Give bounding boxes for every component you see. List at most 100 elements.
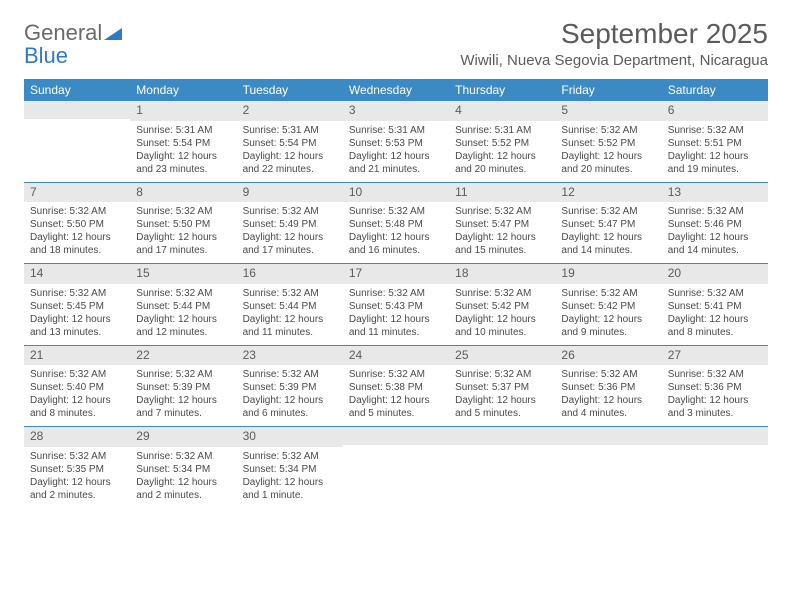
- day-number: 10: [343, 183, 449, 203]
- day-number: 27: [662, 346, 768, 366]
- dow-wed: Wednesday: [343, 79, 449, 101]
- sunset-text: Sunset: 5:53 PM: [349, 137, 443, 150]
- day-number: 6: [662, 101, 768, 121]
- day-number: 19: [555, 264, 661, 284]
- daylight-text: Daylight: 12 hours and 1 minute.: [243, 476, 337, 502]
- day-cell: 16Sunrise: 5:32 AMSunset: 5:44 PMDayligh…: [237, 264, 343, 345]
- day-number: 30: [237, 427, 343, 447]
- sunrise-text: Sunrise: 5:31 AM: [243, 124, 337, 137]
- location: Wiwili, Nueva Segovia Department, Nicara…: [460, 52, 768, 69]
- day-number: 28: [24, 427, 130, 447]
- sunset-text: Sunset: 5:43 PM: [349, 300, 443, 313]
- daylight-text: Daylight: 12 hours and 15 minutes.: [455, 231, 549, 257]
- day-number: [24, 101, 130, 119]
- day-number: 14: [24, 264, 130, 284]
- daylight-text: Daylight: 12 hours and 11 minutes.: [243, 313, 337, 339]
- day-cell: [555, 427, 661, 508]
- daylight-text: Daylight: 12 hours and 8 minutes.: [668, 313, 762, 339]
- day-cell: 24Sunrise: 5:32 AMSunset: 5:38 PMDayligh…: [343, 346, 449, 427]
- sunrise-text: Sunrise: 5:32 AM: [243, 450, 337, 463]
- day-number: 11: [449, 183, 555, 203]
- daylight-text: Daylight: 12 hours and 7 minutes.: [136, 394, 230, 420]
- daylight-text: Daylight: 12 hours and 9 minutes.: [561, 313, 655, 339]
- day-cell: [343, 427, 449, 508]
- day-number: 22: [130, 346, 236, 366]
- daylight-text: Daylight: 12 hours and 12 minutes.: [136, 313, 230, 339]
- day-cell: 14 Sunrise: 5:32 AMSunset: 5:45 PMDayligh…: [24, 264, 130, 345]
- sunset-text: Sunset: 5:47 PM: [455, 218, 549, 231]
- week-row: 14Sunrise: 5:32 AMSunset: 5:45 PMDayligh…: [24, 264, 768, 346]
- day-cell: 28Sunrise: 5:32 AMSunset: 5:35 PMDayligh…: [24, 427, 130, 508]
- day-cell: 26Sunrise: 5:32 AMSunset: 5:36 PMDayligh…: [555, 346, 661, 427]
- day-cell: 9Sunrise: 5:32 AMSunset: 5:49 PMDaylight…: [237, 183, 343, 264]
- day-cell: 20Sunrise: 5:32 AMSunset: 5:41 PMDayligh…: [662, 264, 768, 345]
- sunrise-text: Sunrise: 5:32 AM: [136, 368, 230, 381]
- sunrise-text: Sunrise: 5:31 AM: [136, 124, 230, 137]
- sunrise-text: Sunrise: 5:31 AM: [349, 124, 443, 137]
- dow-tue: Tuesday: [237, 79, 343, 101]
- day-cell: 11 Sunrise: 5:32 AMSunset: 5:47 PMDayligh…: [449, 183, 555, 264]
- day-number: 12: [555, 183, 661, 203]
- sunset-text: Sunset: 5:37 PM: [455, 381, 549, 394]
- day-number: 13: [662, 183, 768, 203]
- dow-thu: Thursday: [449, 79, 555, 101]
- dow-mon: Monday: [130, 79, 236, 101]
- dow-sat: Saturday: [662, 79, 768, 101]
- day-cell: 4Sunrise: 5:31 AMSunset: 5:52 PMDaylight…: [449, 101, 555, 182]
- day-cell: 5Sunrise: 5:32 AMSunset: 5:52 PMDaylight…: [555, 101, 661, 182]
- week-row: 7Sunrise: 5:32 AMSunset: 5:50 PMDaylight…: [24, 183, 768, 265]
- day-cell: 12Sunrise: 5:32 AMSunset: 5:47 PMDayligh…: [555, 183, 661, 264]
- daylight-text: Daylight: 12 hours and 13 minutes.: [30, 313, 124, 339]
- daylight-text: Daylight: 12 hours and 3 minutes.: [668, 394, 762, 420]
- daylight-text: Daylight: 12 hours and 18 minutes.: [30, 231, 124, 257]
- day-cell: 25Sunrise: 5:32 AMSunset: 5:37 PMDayligh…: [449, 346, 555, 427]
- sunset-text: Sunset: 5:36 PM: [561, 381, 655, 394]
- daylight-text: Daylight: 12 hours and 14 minutes.: [668, 231, 762, 257]
- day-number: 1: [130, 101, 236, 121]
- daylight-text: Daylight: 12 hours and 2 minutes.: [30, 476, 124, 502]
- sunset-text: Sunset: 5:40 PM: [30, 381, 124, 394]
- sunrise-text: Sunrise: 5:32 AM: [561, 287, 655, 300]
- sunrise-text: Sunrise: 5:32 AM: [349, 287, 443, 300]
- sunset-text: Sunset: 5:42 PM: [561, 300, 655, 313]
- sunset-text: Sunset: 5:41 PM: [668, 300, 762, 313]
- sunset-text: Sunset: 5:52 PM: [455, 137, 549, 150]
- sunrise-text: Sunrise: 5:32 AM: [668, 368, 762, 381]
- daylight-text: Daylight: 12 hours and 6 minutes.: [243, 394, 337, 420]
- week-row: 1Sunrise: 5:31 AMSunset: 5:54 PMDaylight…: [24, 101, 768, 183]
- sunrise-text: Sunrise: 5:32 AM: [455, 205, 549, 218]
- day-number: 16: [237, 264, 343, 284]
- sunrise-text: Sunrise: 5:32 AM: [561, 368, 655, 381]
- day-number: 17: [343, 264, 449, 284]
- sunrise-text: Sunrise: 5:32 AM: [455, 287, 549, 300]
- daylight-text: Daylight: 12 hours and 11 minutes.: [349, 313, 443, 339]
- day-cell: 1Sunrise: 5:31 AMSunset: 5:54 PMDaylight…: [130, 101, 236, 182]
- day-number: [449, 427, 555, 445]
- day-cell: 7Sunrise: 5:32 AMSunset: 5:50 PMDaylight…: [24, 183, 130, 264]
- day-number: 18: [449, 264, 555, 284]
- sunrise-text: Sunrise: 5:32 AM: [349, 368, 443, 381]
- day-cell: 18Sunrise: 5:32 AMSunset: 5:42 PMDayligh…: [449, 264, 555, 345]
- day-cell: 6Sunrise: 5:32 AMSunset: 5:51 PMDaylight…: [662, 101, 768, 182]
- sunset-text: Sunset: 5:34 PM: [243, 463, 337, 476]
- daylight-text: Daylight: 12 hours and 4 minutes.: [561, 394, 655, 420]
- daylight-text: Daylight: 12 hours and 23 minutes.: [136, 150, 230, 176]
- daylight-text: Daylight: 12 hours and 5 minutes.: [455, 394, 549, 420]
- sunrise-text: Sunrise: 5:32 AM: [30, 287, 124, 300]
- day-cell: 8Sunrise: 5:32 AMSunset: 5:50 PMDaylight…: [130, 183, 236, 264]
- sunset-text: Sunset: 5:50 PM: [136, 218, 230, 231]
- sunset-text: Sunset: 5:42 PM: [455, 300, 549, 313]
- day-cell: 13Sunrise: 5:32 AMSunset: 5:46 PMDayligh…: [662, 183, 768, 264]
- sunset-text: Sunset: 5:45 PM: [30, 300, 124, 313]
- daylight-text: Daylight: 12 hours and 20 minutes.: [561, 150, 655, 176]
- sunrise-text: Sunrise: 5:32 AM: [30, 450, 124, 463]
- sunrise-text: Sunrise: 5:32 AM: [243, 368, 337, 381]
- day-number: 23: [237, 346, 343, 366]
- sunset-text: Sunset: 5:39 PM: [136, 381, 230, 394]
- sunrise-text: Sunrise: 5:32 AM: [561, 124, 655, 137]
- sunrise-text: Sunrise: 5:32 AM: [455, 368, 549, 381]
- daylight-text: Daylight: 12 hours and 21 minutes.: [349, 150, 443, 176]
- sunset-text: Sunset: 5:34 PM: [136, 463, 230, 476]
- day-number: 8: [130, 183, 236, 203]
- title-block: September 2025 Wiwili, Nueva Segovia Dep…: [460, 18, 768, 69]
